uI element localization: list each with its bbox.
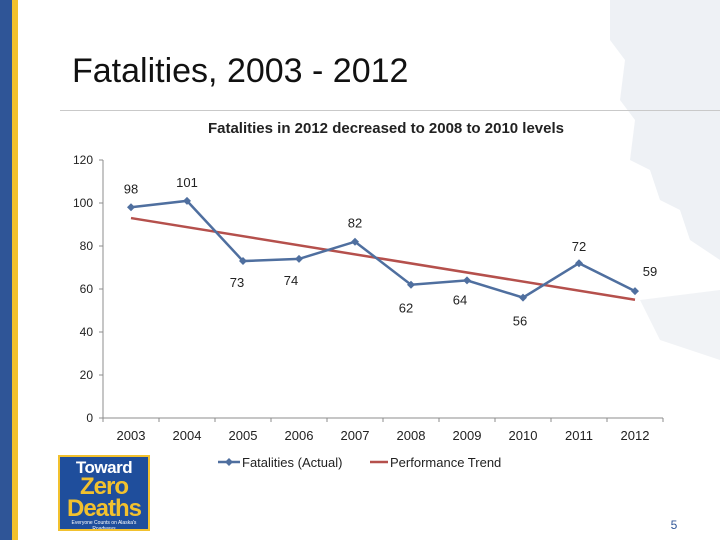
left-accent-bar [0, 0, 12, 540]
x-tick-label: 2005 [229, 428, 258, 443]
legend-marker-actual [225, 458, 233, 466]
y-tick-label: 60 [80, 282, 94, 296]
y-tick-label: 100 [73, 196, 93, 210]
slide-title: Fatalities, 2003 - 2012 [72, 52, 409, 90]
trend-line [130, 216, 636, 301]
x-tick-label: 2009 [453, 428, 482, 443]
left-gold-stripe [12, 0, 18, 540]
data-point-marker [463, 276, 471, 285]
legend-label-actual: Fatalities (Actual) [242, 455, 342, 470]
x-tick-label: 2012 [621, 428, 650, 443]
x-tick-label: 2007 [341, 428, 370, 443]
toward-zero-deaths-logo: Toward Zero Deaths Everyone Counts on Al… [58, 455, 150, 531]
x-tick-label: 2003 [117, 428, 146, 443]
data-point-marker [183, 196, 191, 205]
data-label: 82 [348, 216, 362, 231]
logo-tagline: Everyone Counts on Alaska's Roadways [71, 520, 137, 531]
data-label: 101 [176, 175, 198, 190]
x-tick-label: 2008 [397, 428, 426, 443]
y-tick-label: 120 [73, 153, 93, 167]
alaska-map-watermark [610, 0, 720, 360]
y-tick-label: 20 [80, 368, 94, 382]
actual-series-line [130, 199, 636, 299]
x-tick-label: 2006 [285, 428, 314, 443]
x-tick-label: 2010 [509, 428, 538, 443]
data-point-marker [239, 257, 247, 266]
data-label: 73 [230, 275, 244, 290]
chart-title: Fatalities in 2012 decreased to 2008 to … [207, 120, 565, 137]
data-label: 64 [453, 292, 467, 307]
data-label: 62 [399, 301, 413, 316]
data-label: 56 [513, 314, 527, 329]
data-point-marker [127, 203, 135, 212]
logo-line-deaths: Deaths [66, 495, 142, 522]
data-label: 74 [284, 273, 298, 288]
data-label: 59 [643, 264, 657, 279]
data-label: 72 [572, 239, 586, 254]
data-point-marker [575, 259, 583, 268]
logo-line-zero: Zero [79, 473, 129, 500]
data-point-marker [519, 293, 527, 302]
x-tick-label: 2004 [173, 428, 202, 443]
data-point-marker [351, 237, 359, 246]
x-tick-label: 2011 [565, 428, 593, 443]
title-divider [60, 110, 720, 111]
y-tick-label: 80 [80, 239, 94, 253]
logo-line-toward: Toward [75, 458, 133, 477]
y-tick-label: 0 [86, 411, 93, 425]
legend-label-trend: Performance Trend [390, 455, 501, 470]
data-point-marker [407, 280, 415, 289]
data-point-marker [295, 254, 303, 263]
page-number: 5 [670, 518, 678, 532]
data-label: 98 [124, 181, 138, 196]
y-tick-label: 40 [80, 325, 94, 339]
data-point-marker [631, 287, 639, 296]
